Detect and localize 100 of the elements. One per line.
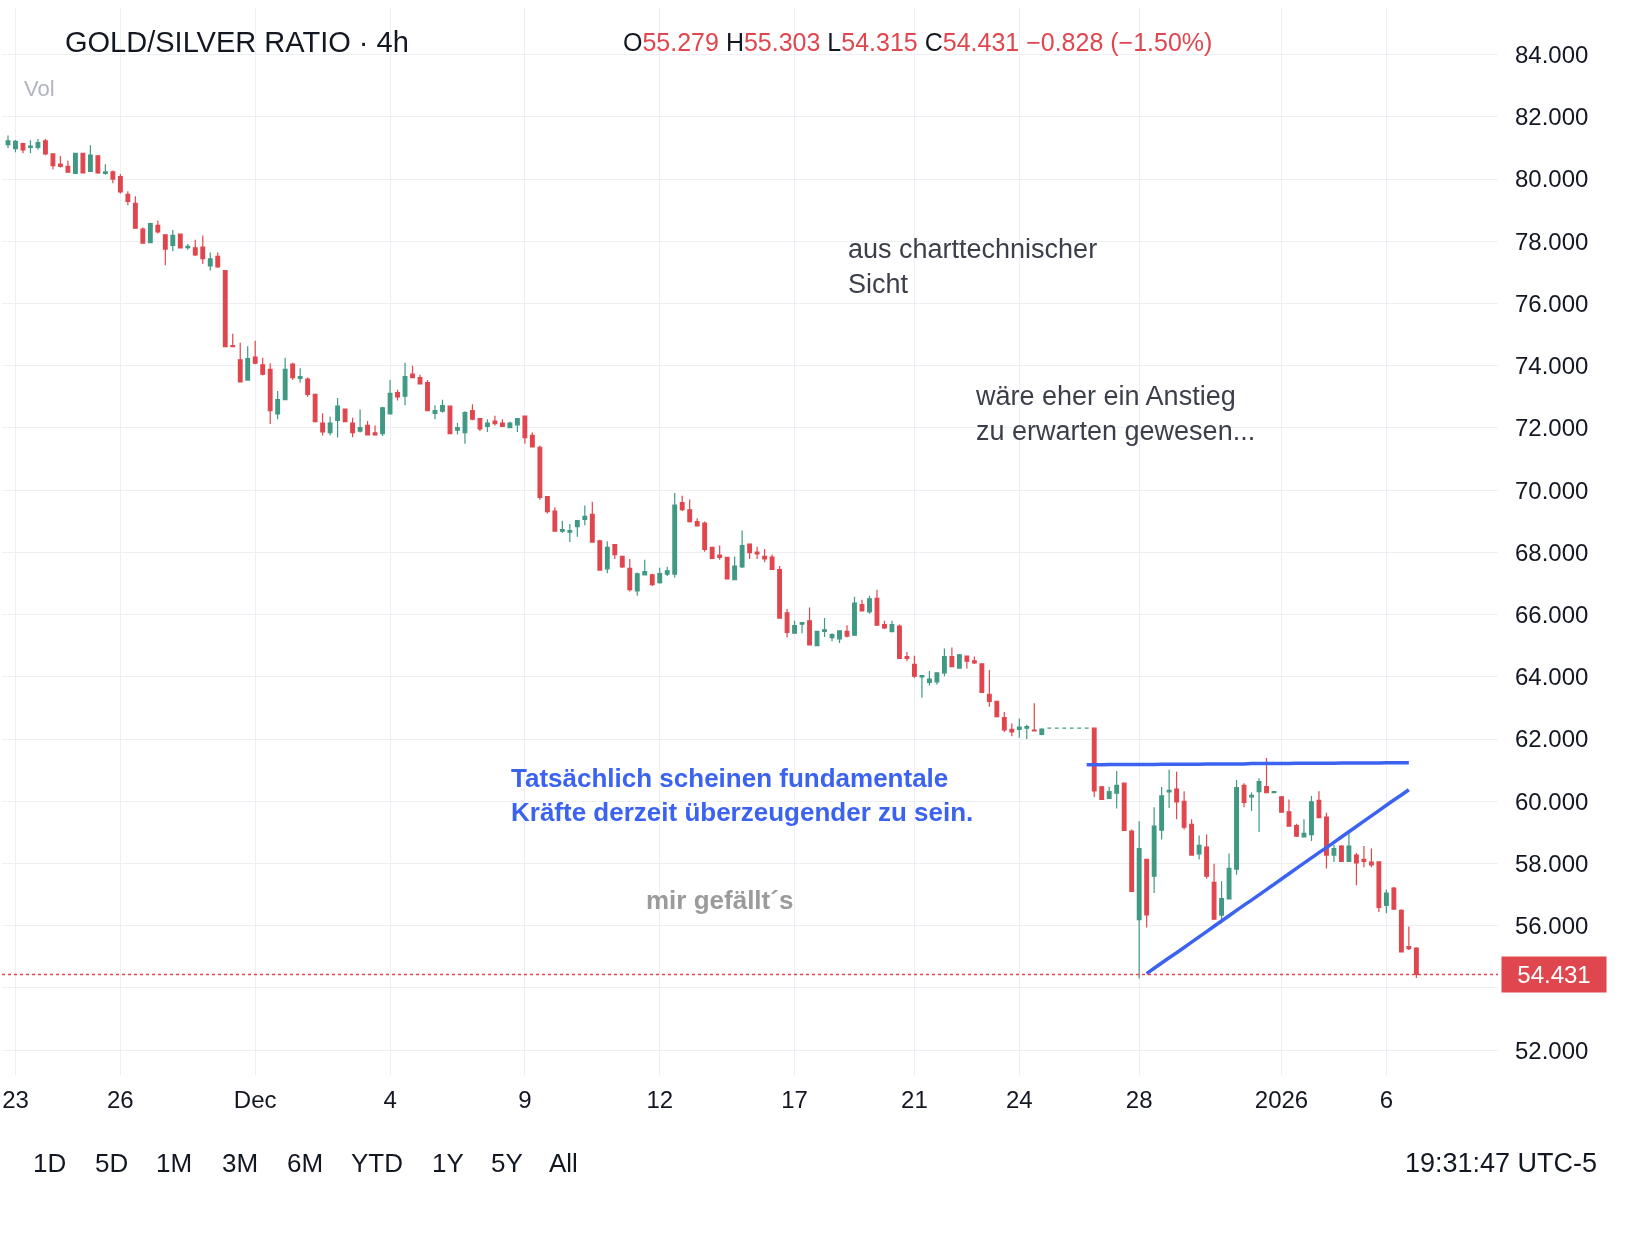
candlestick xyxy=(1376,861,1382,913)
candlestick xyxy=(380,406,385,437)
candlestick xyxy=(1099,785,1105,800)
annotation: mir gefällt´s xyxy=(646,885,794,915)
candlestick xyxy=(1001,711,1007,733)
candlestick xyxy=(125,190,131,206)
y-tick-label: 76.000 xyxy=(1515,289,1589,317)
y-tick-label: 52.000 xyxy=(1515,1036,1589,1064)
y-tick-label: 58.000 xyxy=(1515,849,1589,877)
candlestick xyxy=(1331,844,1337,863)
candlestick xyxy=(694,517,700,527)
candlestick xyxy=(72,152,78,175)
candlestick xyxy=(807,606,812,646)
candlestick xyxy=(867,595,872,615)
candlestick xyxy=(612,544,618,560)
candlestick xyxy=(1339,844,1344,862)
candlestick xyxy=(282,357,288,401)
candlestick xyxy=(762,548,768,563)
candlestick xyxy=(754,546,760,560)
candlestick xyxy=(941,647,947,677)
candlestick xyxy=(627,558,633,593)
candlestick xyxy=(455,422,460,436)
candlestick xyxy=(297,367,303,384)
candlestick xyxy=(537,444,543,501)
candlestick xyxy=(1009,722,1015,737)
candlestick xyxy=(971,656,977,665)
candlestick xyxy=(50,152,56,171)
candlestick xyxy=(919,674,925,699)
candlestick xyxy=(642,559,648,576)
x-tick-label: 4 xyxy=(383,1086,397,1113)
candlestick xyxy=(799,622,805,634)
candlestick xyxy=(410,365,415,379)
candlestick xyxy=(582,504,588,526)
x-tick-label: 21 xyxy=(901,1086,928,1113)
candlestick xyxy=(1016,717,1022,739)
candlestick xyxy=(1368,847,1374,868)
candlestick xyxy=(717,544,723,561)
candlestick xyxy=(1204,833,1210,880)
text: 1D xyxy=(33,1148,67,1178)
candlestick xyxy=(1166,769,1172,809)
candlestick xyxy=(664,566,670,577)
candlestick xyxy=(709,546,715,560)
candlestick xyxy=(1391,886,1397,910)
x-tick-label: 17 xyxy=(781,1086,808,1113)
candlestick xyxy=(20,142,26,154)
candlestick xyxy=(43,138,48,156)
candlestick xyxy=(829,632,835,642)
candlestick xyxy=(1226,852,1232,900)
candlestick xyxy=(252,340,258,365)
candlestick xyxy=(477,417,483,432)
candlestick xyxy=(769,553,775,571)
candlestick xyxy=(1024,724,1030,740)
ref-line-label: 54.431 xyxy=(1517,961,1591,988)
candlestick xyxy=(1264,757,1269,794)
candlestick xyxy=(117,173,123,194)
candlestick xyxy=(155,219,161,235)
y-tick-label: 80.000 xyxy=(1515,165,1589,193)
text: All xyxy=(549,1148,578,1178)
candlestick xyxy=(1361,845,1367,868)
candlestick xyxy=(162,233,168,266)
candlestick xyxy=(619,555,625,569)
x-tick-label: 2026 xyxy=(1254,1086,1309,1113)
x-tick-label: 9 xyxy=(518,1086,532,1113)
candlestick xyxy=(432,404,438,420)
candlestick xyxy=(95,154,101,175)
y-tick-label: 70.000 xyxy=(1515,476,1589,504)
candlestick xyxy=(245,345,251,381)
candlestick xyxy=(979,663,985,693)
candlestick xyxy=(312,393,318,423)
candlestick xyxy=(1346,830,1352,862)
candlestick xyxy=(200,234,206,265)
candlestick xyxy=(230,333,236,348)
candlestick xyxy=(687,498,693,524)
candlestick xyxy=(1241,782,1247,808)
candlestick xyxy=(1249,791,1254,812)
candlestick xyxy=(732,555,738,581)
candlestick xyxy=(904,651,910,662)
candlestick xyxy=(470,403,475,421)
candlestick xyxy=(507,421,513,429)
candlestick xyxy=(65,159,71,173)
y-tick-label: 82.000 xyxy=(1515,103,1589,131)
text: 5Y xyxy=(491,1148,523,1178)
candlestick xyxy=(372,424,378,436)
candlestick xyxy=(597,539,603,571)
candlestick xyxy=(1121,781,1127,832)
candlestick xyxy=(1271,791,1277,794)
candlestick xyxy=(679,495,685,512)
candlestick xyxy=(80,152,86,175)
candlestick xyxy=(462,410,468,445)
candlestick xyxy=(290,362,296,381)
candlestick xyxy=(222,269,228,348)
candlestick xyxy=(567,523,573,543)
y-tick-label: 64.000 xyxy=(1515,663,1589,691)
candlestick xyxy=(897,623,902,660)
candlestick xyxy=(1286,798,1292,827)
candlestick xyxy=(1129,828,1135,893)
candlestick xyxy=(1279,795,1284,813)
candlestick xyxy=(350,417,356,438)
candlestick xyxy=(417,374,423,386)
x-tick-label: 6 xyxy=(1379,1086,1394,1113)
